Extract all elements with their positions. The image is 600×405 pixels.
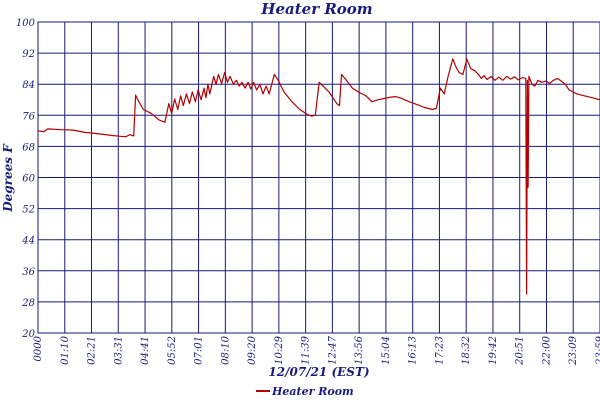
x-tick-labels: 0000 01:10 02:21 03:31 04:41 05:52 07:01 08:10 0…: [33, 335, 600, 365]
x-tick-label: 17:23: [434, 336, 445, 365]
x-tick-label: 02:21: [87, 336, 98, 365]
x-tick-label: 18:32: [461, 336, 472, 365]
y-tick-label: 52: [22, 205, 35, 216]
x-tick-label: 10:29: [274, 335, 285, 364]
x-tick-label: 01:10: [60, 335, 71, 364]
x-tick-label: 0000: [33, 335, 44, 361]
x-tick-label: 22:00: [541, 335, 552, 365]
x-tick-label: 09:20: [247, 335, 258, 364]
y-tick-label: 60: [22, 174, 35, 185]
y-tick-label: 20: [21, 329, 35, 340]
y-tick-label: 68: [22, 142, 35, 153]
x-tick-label: 20:51: [515, 336, 526, 366]
y-tick-label: 36: [22, 267, 35, 278]
series-layer: [37, 58, 600, 295]
x-tick-label: 15:04: [381, 336, 392, 365]
y-tick-labels: 20 28 36 44 52 60 68 76 84 92 100: [16, 18, 36, 340]
x-tick-label: 03:31: [113, 336, 124, 365]
y-tick-label: 76: [22, 111, 35, 122]
x-tick-label: 05:52: [167, 336, 178, 365]
x-tick-label: 19:42: [488, 336, 499, 365]
y-tick-label: 84: [22, 80, 35, 91]
x-tick-label: 12:47: [327, 335, 338, 364]
y-axis-title: Degrees F: [1, 143, 15, 213]
x-tick-label: 07:01: [194, 336, 205, 365]
y-tick-label: 100: [16, 18, 36, 29]
y-tick-label: 28: [21, 298, 35, 309]
x-tick-label: 23:09: [568, 335, 579, 365]
x-axis-title: 12/07/21 (EST): [268, 365, 369, 379]
x-tick-label: 13:56: [354, 335, 365, 364]
chart-title: Heater Room: [260, 0, 372, 18]
x-tick-label: 08:10: [220, 335, 231, 364]
x-tick-label: 23:59: [595, 335, 600, 365]
x-tick-label: 11:39: [301, 335, 312, 364]
legend-label: Heater Room: [271, 385, 354, 398]
x-tick-label: 04:41: [140, 336, 151, 365]
y-tick-label: 92: [22, 49, 35, 60]
series-line-heater-room: [37, 58, 600, 295]
legend: Heater Room: [256, 385, 354, 398]
x-tick-label: 16:13: [408, 336, 419, 365]
y-tick-label: 44: [21, 236, 35, 247]
